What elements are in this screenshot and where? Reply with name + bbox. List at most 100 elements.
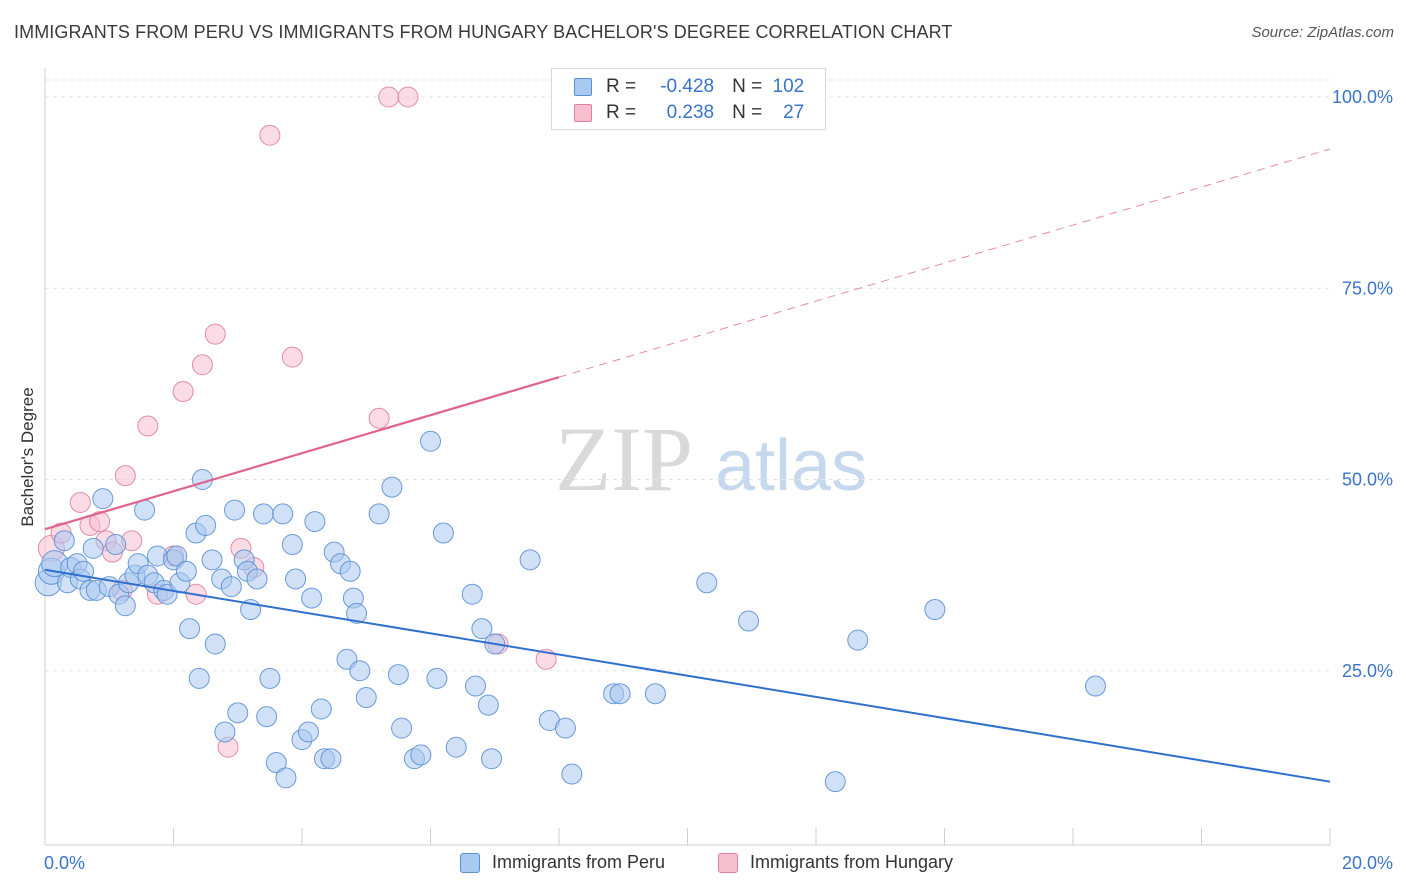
hungary-point-13 [173,382,193,402]
peru-point-80 [465,676,485,696]
peru-point-69 [369,504,389,524]
y-axis-label: Bachelor's Degree [18,387,37,526]
hungary-point-15 [192,355,212,375]
peru-point-77 [433,523,453,543]
hungary-points [38,87,556,757]
peru-point-93 [739,611,759,631]
peru-point-95 [848,630,868,650]
peru-point-39 [221,577,241,597]
y-tick-label-1: 50.0% [1342,470,1393,490]
scatter-plot: ZIP atlas 25.0% 50.0% 75.0% 100.0% 0.0% 20.0… [0,0,1406,892]
peru-point-32 [189,668,209,688]
watermark: ZIP atlas [555,408,867,510]
y-tick-label-0: 25.0% [1342,661,1393,681]
peru-point-78 [446,737,466,757]
legend-item-hungary: Immigrants from Hungary [718,852,953,873]
peru-swatch [574,78,592,96]
peru-point-29 [176,561,196,581]
hungary-point-10 [138,416,158,436]
peru-point-88 [562,764,582,784]
peru-point-90 [610,684,630,704]
peru-point-94 [825,772,845,792]
peru-point-91 [645,684,665,704]
peru-point-64 [340,561,360,581]
peru-point-70 [382,477,402,497]
peru-point-41 [228,703,248,723]
peru-point-82 [478,695,498,715]
hungary-point-21 [282,347,302,367]
legend-peru-label: Immigrants from Peru [492,852,665,873]
peru-point-79 [462,584,482,604]
peru-point-74 [411,745,431,765]
peru-point-16 [115,596,135,616]
peru-point-85 [520,550,540,570]
peru-point-34 [196,515,216,535]
peru-point-36 [205,634,225,654]
peru-point-20 [135,500,155,520]
legend-item-peru: Immigrants from Peru [460,852,665,873]
peru-point-35 [202,550,222,570]
hungary-n-value: 27 [762,102,804,124]
peru-point-56 [302,588,322,608]
peru-point-30 [180,619,200,639]
peru-point-60 [321,749,341,769]
peru-point-38 [215,722,235,742]
peru-point-50 [273,504,293,524]
peru-point-52 [282,535,302,555]
hungary-point-16 [205,324,225,344]
legend-hungary-swatch [718,853,738,873]
hungary-point-2 [70,492,90,512]
x-tick-label-1: 20.0% [1342,853,1393,873]
x-tick-label-0: 0.0% [44,853,85,873]
y-tick-label-2: 75.0% [1342,278,1393,298]
peru-point-8 [74,561,94,581]
peru-point-58 [311,699,331,719]
peru-n-value: 102 [762,76,804,98]
peru-point-87 [555,718,575,738]
peru-point-51 [276,768,296,788]
peru-point-14 [106,535,126,555]
y-tick-labels: 25.0% 50.0% 75.0% 100.0% [1332,87,1393,681]
legend-hungary-label: Immigrants from Hungary [750,852,953,873]
hungary-point-23 [379,87,399,107]
watermark-atlas: atlas [715,426,867,506]
hungary-swatch [574,104,592,122]
peru-point-46 [253,504,273,524]
hungary-point-8 [115,466,135,486]
stats-row-hungary: R = 0.238 N = 27 [574,102,804,124]
y-tick-label-3: 100.0% [1332,87,1393,107]
legend-peru-swatch [460,853,480,873]
hungary-n-label: N = [732,102,762,124]
peru-point-83 [482,749,502,769]
watermark-zip: ZIP [555,408,693,510]
peru-point-55 [298,722,318,742]
peru-r-value: -0.428 [636,76,714,98]
peru-point-68 [356,688,376,708]
peru-point-96 [925,600,945,620]
peru-point-71 [388,665,408,685]
peru-point-12 [93,489,113,509]
trendline-1-dashed [559,149,1330,377]
peru-point-76 [427,668,447,688]
peru-point-92 [697,573,717,593]
peru-r-label: R = [606,76,636,98]
peru-point-40 [225,500,245,520]
peru-n-label: N = [732,76,762,98]
peru-point-75 [421,431,441,451]
hungary-point-20 [260,125,280,145]
hungary-point-22 [369,408,389,428]
hungary-r-label: R = [606,102,636,124]
peru-point-67 [350,661,370,681]
hungary-r-value: 0.238 [636,102,714,124]
stats-row-peru: R = -0.428 N = 102 [574,76,804,98]
trendline-1-solid [45,377,559,529]
peru-point-53 [286,569,306,589]
peru-point-10 [83,538,103,558]
peru-point-57 [305,512,325,532]
peru-point-48 [260,668,280,688]
peru-point-45 [247,569,267,589]
peru-point-3 [54,531,74,551]
stats-legend: R = -0.428 N = 102 R = 0.238 N = 27 [551,68,826,130]
peru-point-47 [257,707,277,727]
peru-point-97 [1085,676,1105,696]
